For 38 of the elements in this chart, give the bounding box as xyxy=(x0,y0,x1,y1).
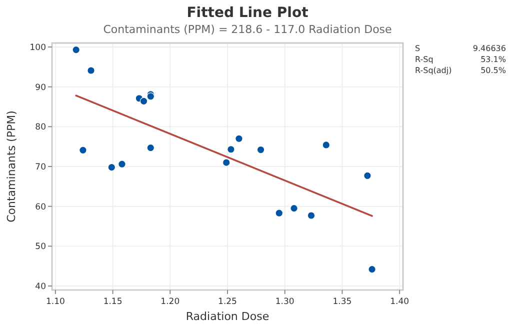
point xyxy=(140,97,148,106)
y-tick-label: 40 xyxy=(35,282,46,292)
y-tick-label: 100 xyxy=(30,42,46,53)
point xyxy=(275,209,284,218)
x-tick-label: 1.20 xyxy=(160,297,180,307)
y-tick-label: 70 xyxy=(35,162,46,172)
text: R-Sq(adj) 50.5% xyxy=(415,66,506,75)
x-tick-label: 1.40 xyxy=(390,297,410,307)
y-tick-label: 50 xyxy=(35,242,46,252)
y-tick-label: 80 xyxy=(35,122,46,133)
point xyxy=(87,66,95,74)
point xyxy=(368,265,376,274)
x-tick-label: 1.30 xyxy=(275,297,294,307)
y-axis-title: Contaminants (PPM) xyxy=(5,110,18,222)
point xyxy=(222,158,230,166)
x-tick-label: 1.25 xyxy=(218,297,237,307)
point xyxy=(72,46,80,54)
point xyxy=(235,134,243,143)
x-tick-label: 1.10 xyxy=(46,297,65,307)
point xyxy=(108,163,116,172)
chart-subtitle: Contaminants (PPM) = 218.6 - 117.0 Radiation Dose xyxy=(103,23,392,36)
point xyxy=(118,160,126,168)
x-tick-label: 1.15 xyxy=(103,297,122,307)
point xyxy=(79,146,87,154)
point xyxy=(227,145,235,154)
y-tick-label: 60 xyxy=(35,202,46,212)
point xyxy=(146,144,155,152)
point xyxy=(322,141,330,149)
x-tick-label: 1.35 xyxy=(332,297,352,307)
text: S 9.46636 xyxy=(415,44,506,53)
x-axis-title: Radiation Dose xyxy=(186,310,270,323)
text: R-Sq 53.1% xyxy=(415,55,506,64)
chart-title: Fitted Line Plot xyxy=(186,5,309,21)
point xyxy=(256,146,265,154)
y-tick-label: 90 xyxy=(35,82,46,93)
point xyxy=(307,212,316,220)
point xyxy=(290,204,298,212)
point xyxy=(364,172,372,180)
